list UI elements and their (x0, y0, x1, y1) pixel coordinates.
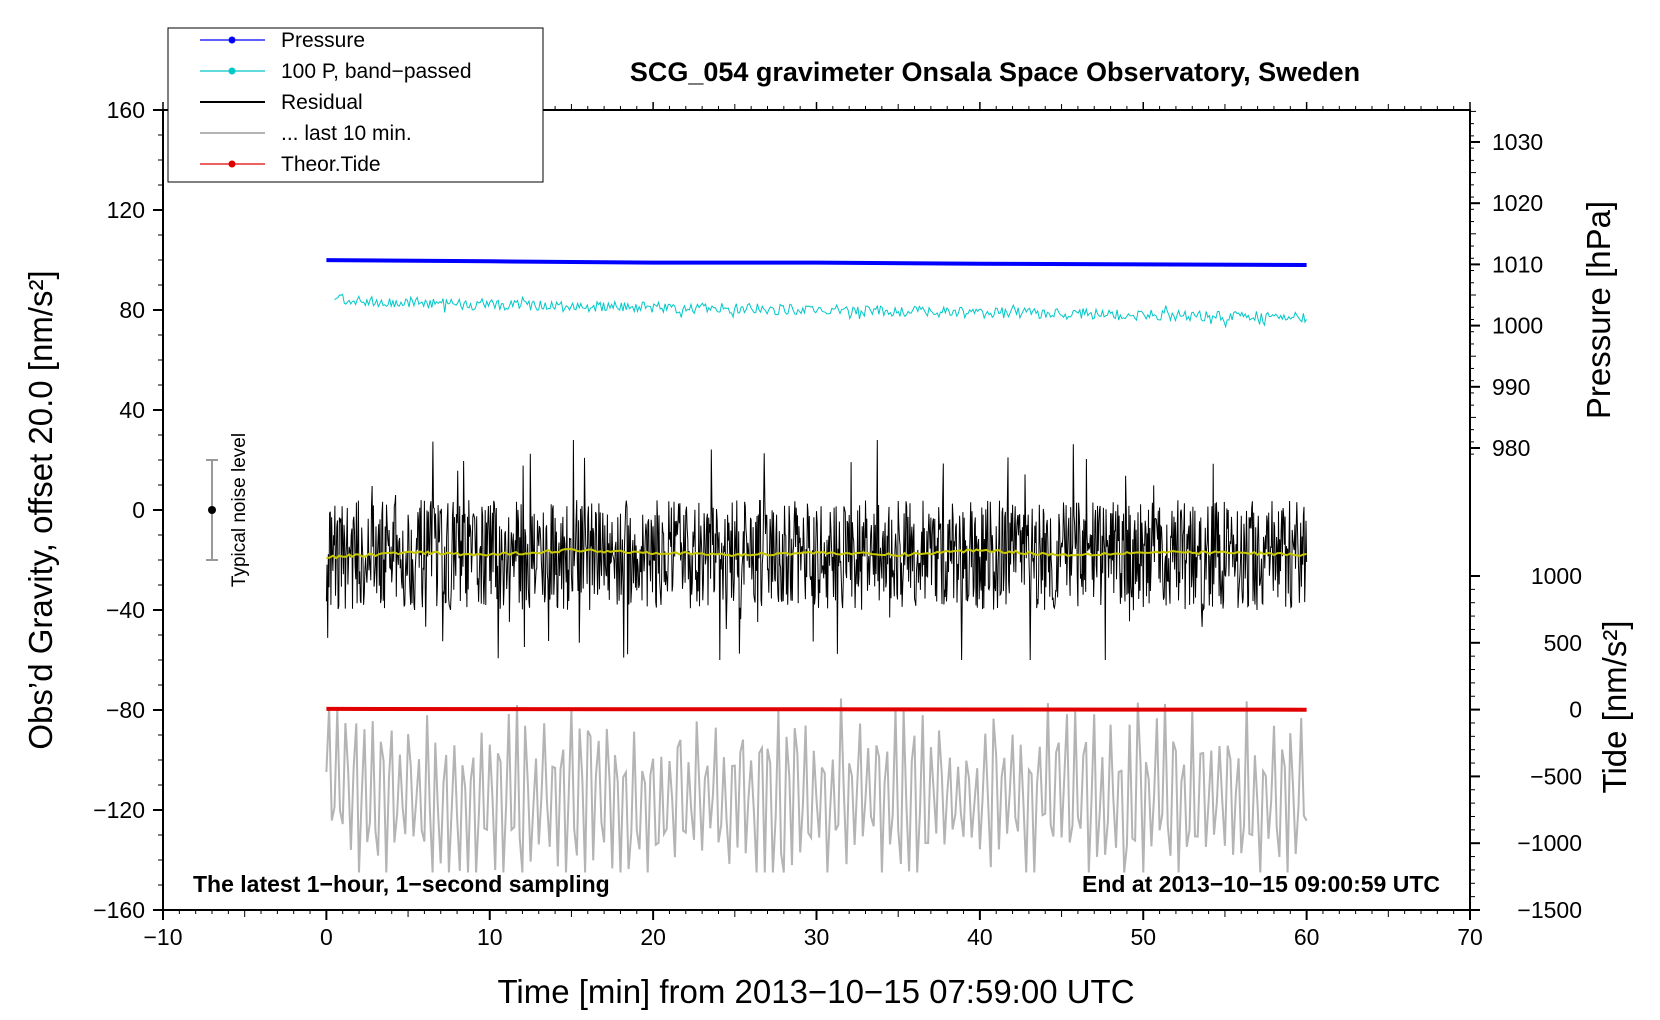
legend-label: ... last 10 min. (281, 122, 412, 145)
tide-tick-label: −500 (1530, 763, 1582, 789)
pressure-tick-label: 990 (1492, 374, 1530, 400)
x-tick-label: 10 (477, 924, 503, 950)
y-tick-label: −160 (93, 897, 145, 923)
series-theor-tide (326, 706, 1307, 712)
x-tick-label: 70 (1457, 924, 1483, 950)
x-tick-label: 60 (1294, 924, 1320, 950)
x-tick-label: 30 (804, 924, 830, 950)
y-tick-label: 160 (107, 97, 145, 123)
legend-marker (228, 36, 236, 44)
tide-tick-label: −1000 (1517, 830, 1582, 856)
tide-axis-title: Tide [nm/s²] (1596, 621, 1633, 794)
pressure-axis-title: Pressure [hPa] (1580, 201, 1617, 419)
legend-label: Pressure (281, 29, 365, 52)
series-residual (325, 439, 1308, 661)
series-band-passed-pressure (334, 293, 1308, 329)
pressure-tick-label: 1020 (1492, 190, 1543, 216)
pressure-tick-label: 1030 (1492, 129, 1543, 155)
noise-level-label: Typical noise level (229, 433, 250, 587)
y-axis-title: Obs’d Gravity, offset 20.0 [nm/s²] (22, 270, 59, 749)
legend-items: Pressure 100 P, band−passed Residual ... la… (200, 29, 472, 176)
pressure-tick-label: 1000 (1492, 313, 1543, 339)
chart-title: SCG_054 gravimeter Onsala Space Observat… (630, 57, 1360, 87)
pressure-tick-label: 1010 (1492, 251, 1543, 277)
axes-layer: −10 0 10 20 30 40 50 60 7016012080400−40−80−120−… (93, 97, 1582, 950)
series-smoothed-residual (326, 547, 1307, 560)
data-layer (206, 258, 1308, 873)
legend-label: 100 P, band−passed (281, 60, 472, 83)
x-tick-label: 40 (967, 924, 993, 950)
noise-bar-point (208, 506, 217, 514)
series-last-10-min (325, 698, 1308, 873)
y-tick-label: −120 (93, 797, 145, 823)
y-tick-label: −80 (106, 697, 145, 723)
legend-box (167, 27, 544, 183)
legend-marker (228, 160, 236, 168)
x-axis-title: Time [min] from 2013−10−15 07:59:00 UTC (497, 973, 1134, 1010)
pressure-tick-label: 980 (1492, 435, 1530, 461)
y-tick-label: −40 (106, 597, 145, 623)
x-tick-label: −10 (143, 924, 182, 950)
legend: Pressure 100 P, band−passed Residual ... la… (167, 27, 544, 183)
tide-tick-label: 500 (1544, 630, 1582, 656)
legend-label: Theor.Tide (281, 153, 381, 176)
tide-tick-label: 1000 (1531, 563, 1582, 589)
legend-label: Residual (281, 91, 363, 114)
annotation-end-time: End at 2013−10−15 09:00:59 UTC (1082, 871, 1440, 897)
x-tick-label: 50 (1130, 924, 1156, 950)
y-tick-label: 0 (132, 497, 145, 523)
tide-tick-label: 0 (1569, 697, 1582, 723)
y-tick-label: 40 (119, 397, 145, 423)
x-tick-label: 20 (640, 924, 666, 950)
x-tick-label: 0 (320, 924, 333, 950)
annotation-sampling: The latest 1−hour, 1−second sampling (193, 871, 610, 897)
tide-tick-label: −1500 (1517, 897, 1582, 923)
series-pressure (326, 258, 1307, 267)
y-tick-label: 120 (107, 197, 145, 223)
legend-marker (228, 67, 236, 75)
y-tick-label: 80 (119, 297, 145, 323)
